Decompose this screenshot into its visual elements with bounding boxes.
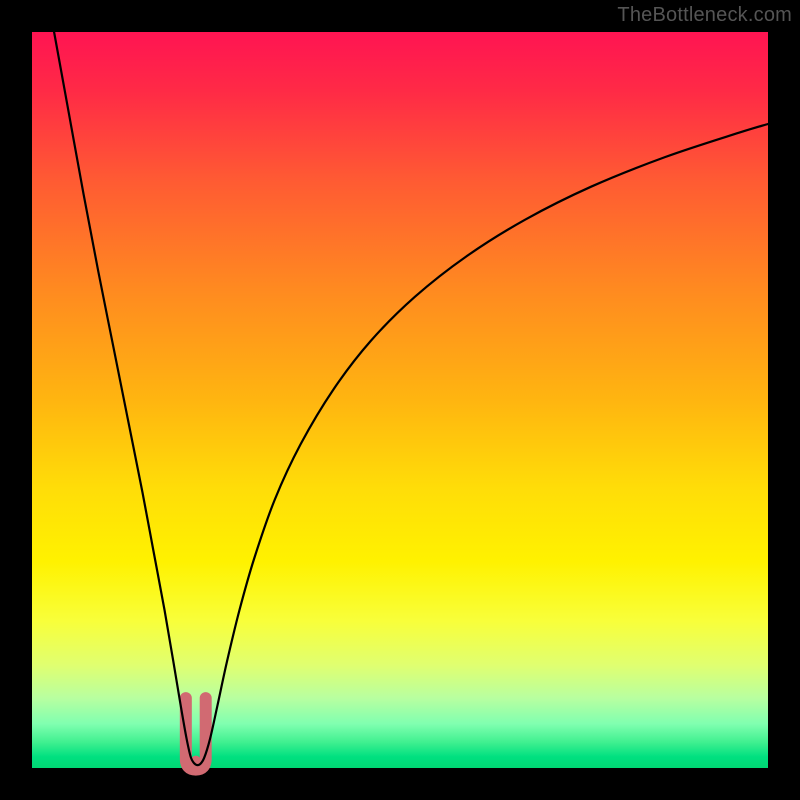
bottleneck-chart-svg bbox=[0, 0, 800, 800]
gradient-plot-area bbox=[32, 32, 768, 768]
chart-frame: TheBottleneck.com bbox=[0, 0, 800, 800]
watermark-text: TheBottleneck.com bbox=[617, 4, 792, 27]
